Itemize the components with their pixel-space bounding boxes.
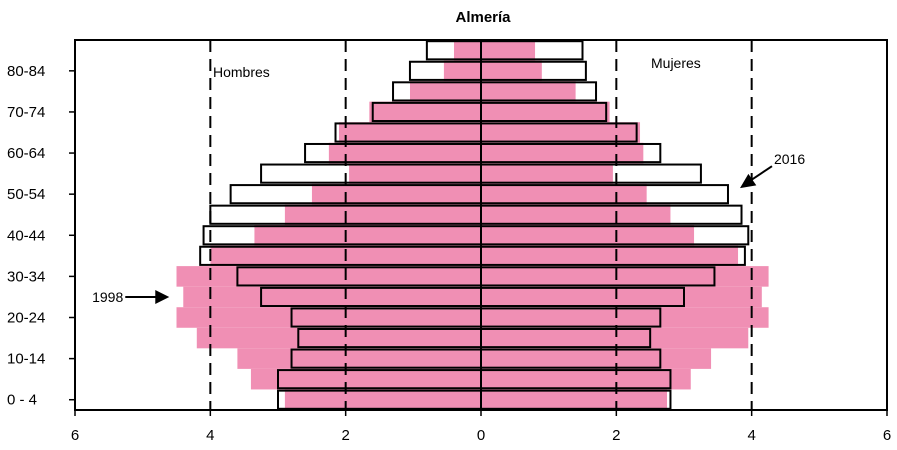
x-tick-label: 2 bbox=[341, 427, 349, 444]
white-fill-hombres bbox=[200, 246, 211, 265]
white-fill-mujeres bbox=[670, 205, 742, 224]
white-fill-hombres bbox=[335, 123, 339, 142]
bar-1998-hombres-85+ bbox=[453, 40, 481, 61]
bar-1998-mujeres-10-14 bbox=[481, 348, 712, 369]
bar-1998-hombres-0-4 bbox=[284, 389, 481, 410]
bar-1998-hombres-80-84 bbox=[443, 60, 481, 82]
white-fill-mujeres bbox=[535, 41, 583, 60]
bar-1998-mujeres-80-84 bbox=[481, 60, 542, 82]
x-tick-label: 6 bbox=[71, 427, 79, 444]
axes-layer: 6 4 2 0 2 4 6 0 - 4 10-14 20-24 30-34 40-44 50-54 60-… bbox=[7, 63, 891, 444]
bar-1998-hombres-50-54 bbox=[311, 183, 481, 205]
bar-1998-mujeres-40-44 bbox=[481, 225, 695, 246]
white-fill-hombres bbox=[409, 61, 444, 80]
bar-1998-hombres-45-49 bbox=[284, 204, 481, 225]
bar-1998-hombres-55-59 bbox=[349, 163, 481, 184]
x-tick-label: 6 bbox=[883, 427, 891, 444]
y-tick-label: 20-24 bbox=[7, 310, 45, 327]
y-tick-label: 40-44 bbox=[7, 227, 45, 244]
outline-white-fill bbox=[200, 41, 749, 409]
white-fill-hombres bbox=[261, 164, 350, 183]
bar-1998-mujeres-50-54 bbox=[481, 183, 647, 205]
x-tick-label: 2 bbox=[612, 427, 620, 444]
white-fill-mujeres bbox=[575, 82, 597, 101]
bar-1998-mujeres-60-64 bbox=[481, 142, 644, 164]
bar-1998-hombres-30-34 bbox=[176, 266, 481, 287]
side-label-left: Hombres bbox=[213, 64, 270, 80]
y-tick-label: 10-14 bbox=[7, 351, 45, 368]
bar-1998-mujeres-35-39 bbox=[481, 245, 739, 267]
white-fill-mujeres bbox=[694, 226, 749, 245]
bar-1998-hombres-40-44 bbox=[254, 225, 481, 246]
bar-1998-hombres-75-79 bbox=[409, 81, 481, 102]
y-tick-label: 60-64 bbox=[7, 145, 45, 162]
bar-1998-mujeres-85+ bbox=[481, 40, 536, 61]
y-tick-label: 70-74 bbox=[7, 104, 45, 121]
side-label-right: Mujeres bbox=[651, 55, 701, 71]
white-fill-mujeres bbox=[646, 185, 728, 204]
white-fill-hombres bbox=[278, 390, 285, 409]
bar-1998-hombres-15-19 bbox=[196, 327, 482, 349]
chart-title: Almería bbox=[455, 9, 511, 26]
white-fill-mujeres bbox=[738, 246, 745, 265]
white-fill-hombres bbox=[230, 185, 312, 204]
annotation-label-2016: 2016 bbox=[774, 151, 805, 167]
bar-1998-hombres-25-29 bbox=[183, 286, 481, 308]
bar-1998-mujeres-25-29 bbox=[481, 286, 762, 308]
white-fill-hombres bbox=[426, 41, 454, 60]
white-fill-hombres bbox=[210, 205, 285, 224]
white-fill-mujeres bbox=[541, 61, 586, 80]
x-tick-label: 4 bbox=[747, 427, 755, 444]
y-tick-label: 50-54 bbox=[7, 186, 45, 203]
y-tick-label: 30-34 bbox=[7, 268, 45, 285]
white-fill-hombres bbox=[393, 82, 410, 101]
bar-1998-hombres-70-74 bbox=[369, 101, 481, 123]
y-tick-label: 0 - 4 bbox=[7, 392, 37, 409]
white-fill-mujeres bbox=[667, 390, 671, 409]
x-tick-label: 4 bbox=[206, 427, 214, 444]
white-fill-hombres bbox=[305, 143, 329, 163]
bar-1998-mujeres-65-69 bbox=[481, 122, 641, 143]
bar-1998-mujeres-5-9 bbox=[481, 368, 691, 390]
annotation-label-1998: 1998 bbox=[92, 289, 123, 305]
annotations-layer: 1998 2016 bbox=[92, 151, 805, 305]
x-tick-label: 0 bbox=[477, 427, 485, 444]
reference-lines bbox=[209, 40, 753, 410]
annotation-arrowhead-2016 bbox=[739, 173, 757, 189]
bar-1998-hombres-10-14 bbox=[237, 348, 481, 369]
y-tick-label: 80-84 bbox=[7, 63, 45, 80]
white-fill-mujeres bbox=[612, 164, 701, 183]
bar-1998-hombres-65-69 bbox=[338, 122, 481, 143]
white-fill-mujeres bbox=[643, 143, 661, 163]
bars-layer bbox=[176, 40, 769, 410]
annotation-arrowhead-1998 bbox=[155, 289, 170, 304]
bar-1998-hombres-5-9 bbox=[250, 368, 481, 390]
bar-1998-mujeres-30-34 bbox=[481, 266, 769, 287]
bar-1998-mujeres-0-4 bbox=[481, 389, 668, 410]
bar-1998-mujeres-70-74 bbox=[481, 101, 610, 123]
white-fill-hombres bbox=[203, 226, 255, 245]
bar-1998-mujeres-75-79 bbox=[481, 81, 576, 102]
bar-1998-mujeres-15-19 bbox=[481, 327, 749, 349]
bar-1998-mujeres-55-59 bbox=[481, 163, 613, 184]
bar-1998-mujeres-20-24 bbox=[481, 307, 769, 328]
bar-1998-hombres-60-64 bbox=[328, 142, 481, 164]
bar-1998-mujeres-45-49 bbox=[481, 204, 671, 225]
bar-1998-hombres-20-24 bbox=[176, 307, 481, 328]
